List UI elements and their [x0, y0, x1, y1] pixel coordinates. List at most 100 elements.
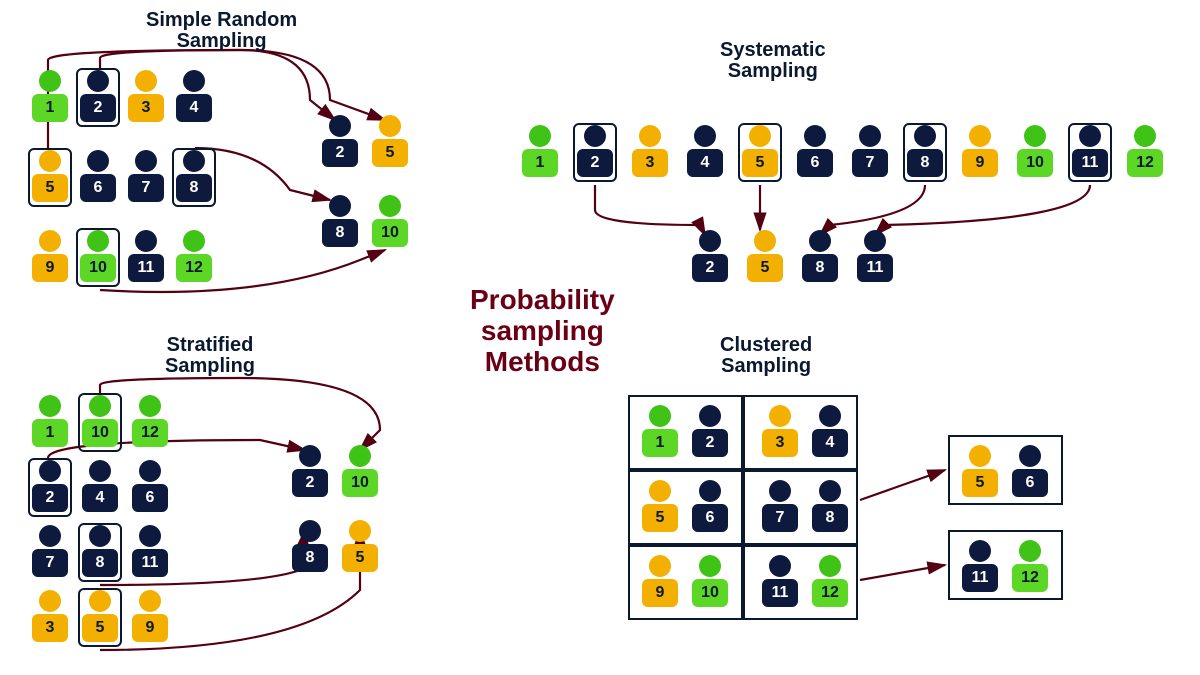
person-head: [349, 520, 371, 542]
person-srs-9: 9: [30, 230, 70, 285]
person-body: 1: [32, 94, 68, 122]
person-head: [39, 525, 61, 547]
person-body: 6: [797, 149, 833, 177]
person-str-9: 9: [130, 590, 170, 645]
person-body: 11: [1072, 149, 1108, 177]
person-body: 10: [82, 419, 118, 447]
person-srso-8: 8: [320, 195, 360, 250]
person-str-5: 5: [80, 590, 120, 645]
person-stro-10: 10: [340, 445, 380, 500]
person-body: 4: [176, 94, 212, 122]
person-head: [183, 150, 205, 172]
person-body: 5: [372, 139, 408, 167]
person-head: [529, 125, 551, 147]
person-body: 5: [747, 254, 783, 282]
person-body: 3: [632, 149, 668, 177]
person-sys-3: 3: [630, 125, 670, 180]
person-head: [39, 70, 61, 92]
person-cluo-12: 12: [1010, 540, 1050, 595]
person-body: 5: [962, 469, 998, 497]
person-str-1: 1: [30, 395, 70, 450]
person-head: [1079, 125, 1101, 147]
person-body: 2: [577, 149, 613, 177]
person-srs-1: 1: [30, 70, 70, 125]
person-head: [584, 125, 606, 147]
person-stro-8: 8: [290, 520, 330, 575]
person-body: 12: [812, 579, 848, 607]
person-head: [89, 590, 111, 612]
person-body: 10: [80, 254, 116, 282]
person-body: 11: [762, 579, 798, 607]
person-clu-4: 4: [810, 405, 850, 460]
person-cluo-11: 11: [960, 540, 1000, 595]
person-head: [969, 125, 991, 147]
person-clu-12: 12: [810, 555, 850, 610]
person-head: [859, 125, 881, 147]
person-head: [864, 230, 886, 252]
person-body: 8: [812, 504, 848, 532]
person-body: 8: [292, 544, 328, 572]
person-body: 7: [32, 549, 68, 577]
person-body: 9: [132, 614, 168, 642]
person-body: 1: [32, 419, 68, 447]
person-body: 2: [692, 429, 728, 457]
person-head: [769, 405, 791, 427]
arrow-12: [860, 470, 945, 500]
person-srs-3: 3: [126, 70, 166, 125]
person-head: [639, 125, 661, 147]
person-body: 7: [762, 504, 798, 532]
person-head: [329, 195, 351, 217]
person-head: [969, 445, 991, 467]
person-body: 5: [642, 504, 678, 532]
person-clu-10: 10: [690, 555, 730, 610]
person-head: [299, 520, 321, 542]
person-srs-4: 4: [174, 70, 214, 125]
person-body: 11: [128, 254, 164, 282]
person-body: 3: [32, 614, 68, 642]
person-body: 10: [1017, 149, 1053, 177]
person-head: [139, 590, 161, 612]
person-body: 8: [82, 549, 118, 577]
person-head: [699, 230, 721, 252]
person-body: 4: [82, 484, 118, 512]
person-head: [819, 480, 841, 502]
person-head: [139, 525, 161, 547]
person-body: 5: [742, 149, 778, 177]
main-title: ProbabilitysamplingMethods: [470, 285, 615, 377]
person-body: 11: [962, 564, 998, 592]
person-srs-11: 11: [126, 230, 166, 285]
arrow-6: [820, 185, 925, 235]
person-body: 6: [692, 504, 728, 532]
person-clu-6: 6: [690, 480, 730, 535]
person-body: 7: [852, 149, 888, 177]
person-clu-1: 1: [640, 405, 680, 460]
person-body: 12: [176, 254, 212, 282]
person-str-2: 2: [30, 460, 70, 515]
person-clu-11: 11: [760, 555, 800, 610]
person-head: [649, 480, 671, 502]
person-head: [183, 230, 205, 252]
person-sys-4: 4: [685, 125, 725, 180]
person-body: 2: [692, 254, 728, 282]
person-head: [39, 395, 61, 417]
person-head: [87, 230, 109, 252]
person-srs-12: 12: [174, 230, 214, 285]
person-srs-6: 6: [78, 150, 118, 205]
person-srs-10: 10: [78, 230, 118, 285]
person-head: [89, 525, 111, 547]
person-body: 3: [762, 429, 798, 457]
person-body: 4: [812, 429, 848, 457]
person-str-8: 8: [80, 525, 120, 580]
person-head: [969, 540, 991, 562]
person-clu-2: 2: [690, 405, 730, 460]
title-srs: Simple RandomSampling: [146, 10, 297, 52]
person-sys-8: 8: [905, 125, 945, 180]
person-srso-2: 2: [320, 115, 360, 170]
person-head: [769, 480, 791, 502]
person-body: 5: [342, 544, 378, 572]
person-srs-7: 7: [126, 150, 166, 205]
person-head: [139, 395, 161, 417]
person-head: [39, 230, 61, 252]
person-str-4: 4: [80, 460, 120, 515]
person-body: 8: [907, 149, 943, 177]
